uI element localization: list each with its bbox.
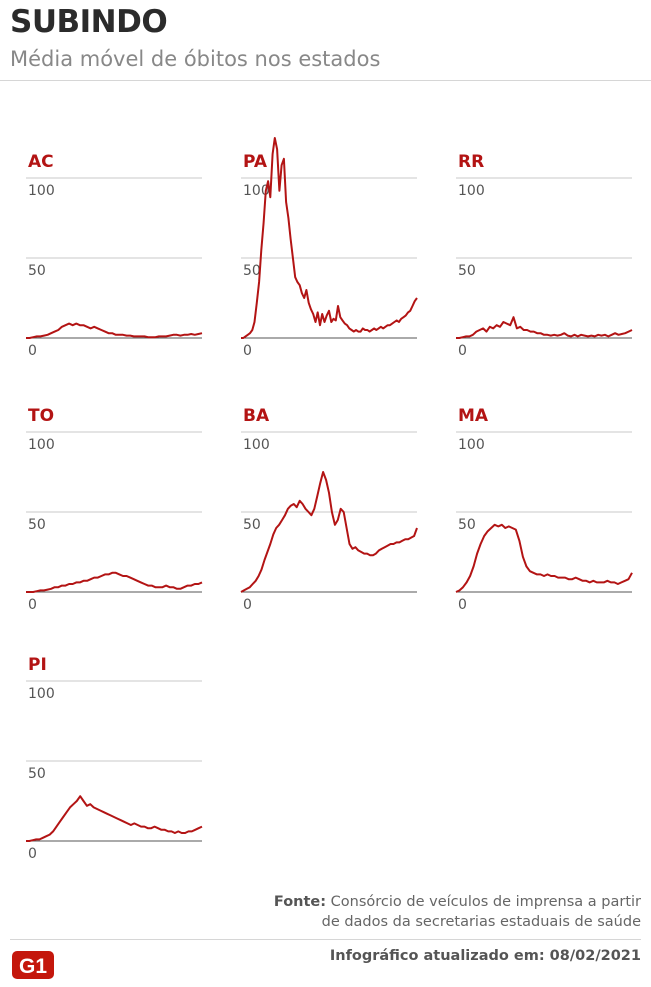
y-tick-label: 100 bbox=[28, 437, 55, 453]
y-tick-label: 0 bbox=[458, 597, 467, 613]
chart-ma: 100 50 0 bbox=[455, 431, 633, 613]
y-tick-label: 100 bbox=[458, 437, 485, 453]
y-tick-label: 0 bbox=[243, 343, 252, 359]
page-title: SUBINDO bbox=[10, 4, 168, 40]
source-note: Fonte: Consórcio de veículos de imprensa… bbox=[274, 892, 641, 932]
panel-pa: PA 100 50 0 bbox=[241, 137, 431, 367]
y-tick-label: 100 bbox=[458, 183, 485, 199]
y-tick-label: 50 bbox=[28, 517, 46, 533]
y-tick-label: 0 bbox=[458, 343, 467, 359]
panel-title: PI bbox=[28, 655, 47, 675]
chart-pa: 100 50 0 bbox=[241, 137, 418, 359]
series-line bbox=[455, 523, 633, 593]
panel-pi: PI 100 50 0 bbox=[26, 655, 216, 870]
panel-title: PA bbox=[243, 152, 268, 172]
chart-rr: 100 50 0 bbox=[456, 177, 633, 359]
y-tick-label: 50 bbox=[243, 263, 261, 279]
series-line bbox=[456, 316, 633, 339]
panel-title: TO bbox=[28, 406, 55, 426]
y-tick-label: 100 bbox=[28, 183, 55, 199]
panel-ac: AC 100 50 0 bbox=[26, 152, 216, 367]
g1-logo: G1 bbox=[12, 951, 54, 979]
panel-title: MA bbox=[458, 406, 489, 426]
y-tick-label: 50 bbox=[458, 263, 476, 279]
g1-logo-text: G1 bbox=[19, 955, 47, 978]
y-tick-label: 0 bbox=[243, 597, 252, 613]
series-line bbox=[241, 137, 418, 339]
series-line bbox=[26, 571, 203, 593]
panel-title: RR bbox=[458, 152, 485, 172]
footer-divider bbox=[10, 939, 641, 940]
y-tick-label: 50 bbox=[28, 766, 46, 782]
source-line-2: de dados da secretarias estaduais de saú… bbox=[321, 914, 641, 930]
source-label: Fonte: bbox=[273, 894, 327, 910]
y-tick-label: 0 bbox=[28, 343, 37, 359]
y-tick-label: 100 bbox=[243, 183, 270, 199]
panel-ma: MA 100 50 0 bbox=[455, 406, 646, 621]
panel-rr: RR 100 50 0 bbox=[456, 152, 646, 367]
chart-pi: 100 50 0 bbox=[26, 680, 203, 862]
chart-ba: 100 50 0 bbox=[240, 431, 418, 613]
chart-ac: 100 50 0 bbox=[26, 177, 203, 359]
source-line-1: Consórcio de veículos de imprensa a part… bbox=[330, 894, 641, 910]
y-tick-label: 50 bbox=[28, 263, 46, 279]
panel-title: AC bbox=[28, 152, 54, 172]
series-line bbox=[26, 322, 203, 339]
y-tick-label: 100 bbox=[243, 437, 270, 453]
y-tick-label: 0 bbox=[28, 597, 37, 613]
panel-to: TO 100 50 0 bbox=[26, 406, 216, 621]
page-subtitle: Média móvel de óbitos nos estados bbox=[10, 47, 381, 71]
panel-ba: BA 100 50 0 bbox=[240, 406, 431, 621]
y-tick-label: 0 bbox=[28, 846, 37, 862]
y-tick-label: 100 bbox=[28, 686, 55, 702]
y-tick-label: 50 bbox=[243, 517, 261, 533]
series-line bbox=[240, 471, 418, 593]
panel-title: BA bbox=[243, 406, 270, 426]
series-line bbox=[26, 795, 203, 842]
g1-logo-badge bbox=[12, 951, 54, 979]
updated-date: Infográfico atualizado em: 08/02/2021 bbox=[329, 948, 641, 964]
header-divider bbox=[0, 80, 651, 81]
y-tick-label: 50 bbox=[458, 517, 476, 533]
chart-to: 100 50 0 bbox=[26, 431, 203, 613]
